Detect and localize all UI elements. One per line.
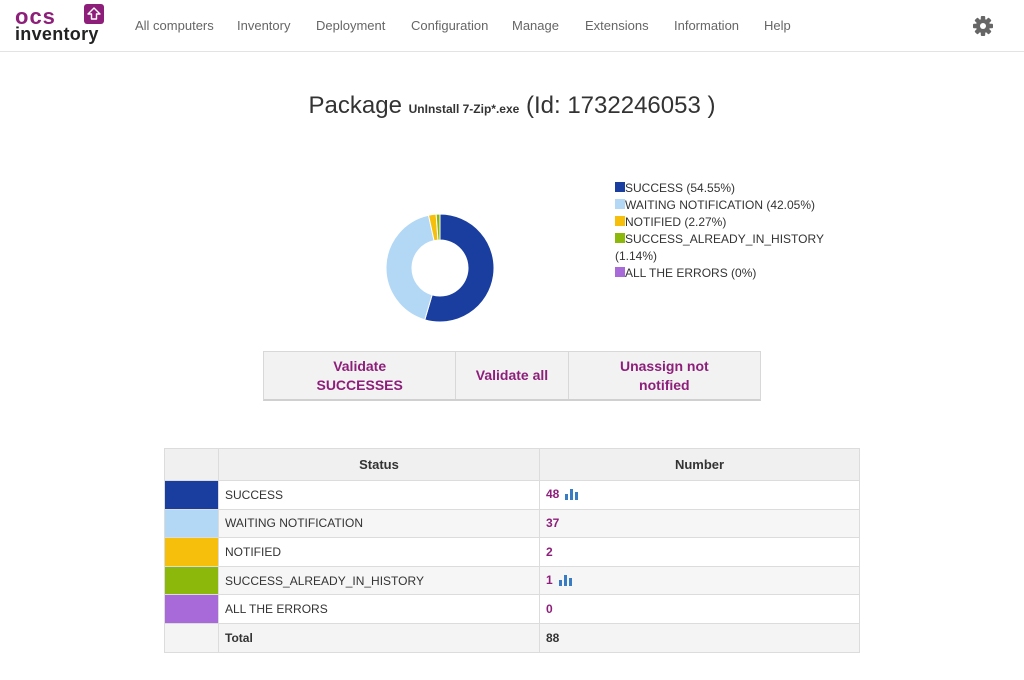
unassign-not-notified-button[interactable]: Unassign not notified — [567, 352, 760, 399]
legend-item-success: SUCCESS (54.55%) — [615, 180, 825, 197]
nav-manage[interactable]: Manage — [512, 18, 559, 33]
legend-swatch — [615, 233, 625, 243]
table-row: NOTIFIED 2 — [164, 537, 860, 567]
status-table: Status Number SUCCESS 48 WAITING NOTIFIC… — [164, 448, 860, 653]
legend-swatch — [615, 182, 625, 192]
top-navbar: ocs inventory All computers Inventory De… — [0, 0, 1024, 52]
title-prefix: Package — [308, 92, 402, 119]
nav-information[interactable]: Information — [674, 18, 740, 33]
nav-extensions[interactable]: Extensions — [585, 18, 649, 33]
number-cell: 48 — [539, 480, 860, 510]
package-id: (Id: 1732246053 ) — [525, 92, 716, 119]
legend-label: WAITING NOTIFICATION (42.05%) — [625, 198, 816, 212]
status-label: NOTIFIED — [218, 537, 540, 567]
legend-swatch — [615, 216, 625, 226]
chart-legend: SUCCESS (54.55%) WAITING NOTIFICATION (4… — [615, 180, 825, 282]
donut-slice-waiting — [385, 214, 435, 321]
number-link[interactable]: 1 — [546, 572, 553, 587]
table-row: SUCCESS_ALREADY_IN_HISTORY 1 — [164, 565, 860, 596]
status-label: WAITING NOTIFICATION — [218, 508, 540, 539]
total-label: Total — [218, 622, 540, 653]
bar-chart-icon[interactable] — [558, 574, 572, 589]
number-cell: 2 — [539, 537, 860, 567]
ocs-inventory-logo[interactable]: ocs inventory — [15, 4, 107, 46]
header-color — [164, 448, 219, 481]
number-link[interactable]: 37 — [546, 516, 560, 531]
donut-slice-success — [424, 213, 495, 323]
validate-all-button[interactable]: Validate all — [455, 352, 567, 399]
total-value: 88 — [539, 622, 860, 653]
table-row: SUCCESS 48 — [164, 480, 860, 510]
legend-swatch — [615, 267, 625, 277]
status-color-cell — [164, 480, 219, 510]
logo-inventory-text: inventory — [15, 24, 99, 44]
header-status: Status — [218, 448, 540, 481]
status-label: ALL THE ERRORS — [218, 594, 540, 624]
validate-successes-button[interactable]: Validate SUCCESSES — [316, 357, 403, 393]
legend-label: SUCCESS_ALREADY_IN_HISTORY (1.14%) — [615, 232, 824, 263]
number-link[interactable]: 48 — [546, 486, 560, 501]
legend-label: NOTIFIED (2.27%) — [625, 215, 727, 229]
legend-label: SUCCESS (54.55%) — [625, 181, 736, 195]
header-number: Number — [539, 448, 860, 481]
nav-inventory[interactable]: Inventory — [237, 18, 291, 33]
logo-ocs-text: ocs — [15, 4, 56, 29]
number-cell: 0 — [539, 594, 860, 624]
upload-icon — [84, 4, 104, 24]
total-color-cell — [164, 622, 219, 653]
status-donut-chart — [385, 213, 495, 323]
nav-configuration[interactable]: Configuration — [411, 18, 489, 33]
number-cell: 1 — [539, 565, 860, 596]
table-header-row: Status Number — [164, 448, 860, 481]
nav-all-computers[interactable]: All computers — [135, 18, 214, 33]
gear-icon[interactable] — [972, 15, 994, 37]
nav-help[interactable]: Help — [764, 18, 791, 33]
legend-label: ALL THE ERRORS (0%) — [625, 266, 757, 280]
legend-swatch — [615, 199, 625, 209]
number-cell: 37 — [539, 508, 860, 539]
package-name: UnInstall 7-Zip*.exe — [408, 102, 520, 116]
legend-item-errors: ALL THE ERRORS (0%) — [615, 265, 825, 282]
action-button-group: Validate SUCCESSES Validate all Unassign… — [263, 351, 761, 401]
donut-slice-already-in-history — [435, 213, 441, 241]
legend-item-already-in-history: SUCCESS_ALREADY_IN_HISTORY (1.14%) — [615, 231, 825, 265]
number-link[interactable]: 0 — [546, 602, 553, 617]
legend-item-notified: NOTIFIED (2.27%) — [615, 214, 825, 231]
table-total-row: Total 88 — [164, 622, 860, 653]
status-color-cell — [164, 594, 219, 624]
number-link[interactable]: 2 — [546, 544, 553, 559]
status-label: SUCCESS — [218, 480, 540, 510]
nav-deployment[interactable]: Deployment — [316, 18, 386, 33]
status-color-cell — [164, 537, 219, 567]
status-label: SUCCESS_ALREADY_IN_HISTORY — [218, 565, 540, 596]
table-row: WAITING NOTIFICATION 37 — [164, 508, 860, 539]
page-title: Package UnInstall 7-Zip*.exe (Id: 173224… — [0, 92, 1024, 120]
table-row: ALL THE ERRORS 0 — [164, 594, 860, 624]
status-color-cell — [164, 508, 219, 539]
bar-chart-icon[interactable] — [565, 488, 579, 503]
legend-item-waiting: WAITING NOTIFICATION (42.05%) — [615, 197, 825, 214]
status-color-cell — [164, 565, 219, 596]
